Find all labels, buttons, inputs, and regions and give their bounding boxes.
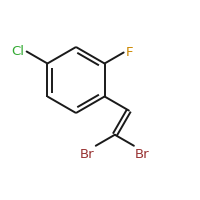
Text: F: F <box>126 46 133 59</box>
Text: Cl: Cl <box>12 45 25 58</box>
Text: Br: Br <box>80 148 95 161</box>
Text: Br: Br <box>135 148 150 161</box>
